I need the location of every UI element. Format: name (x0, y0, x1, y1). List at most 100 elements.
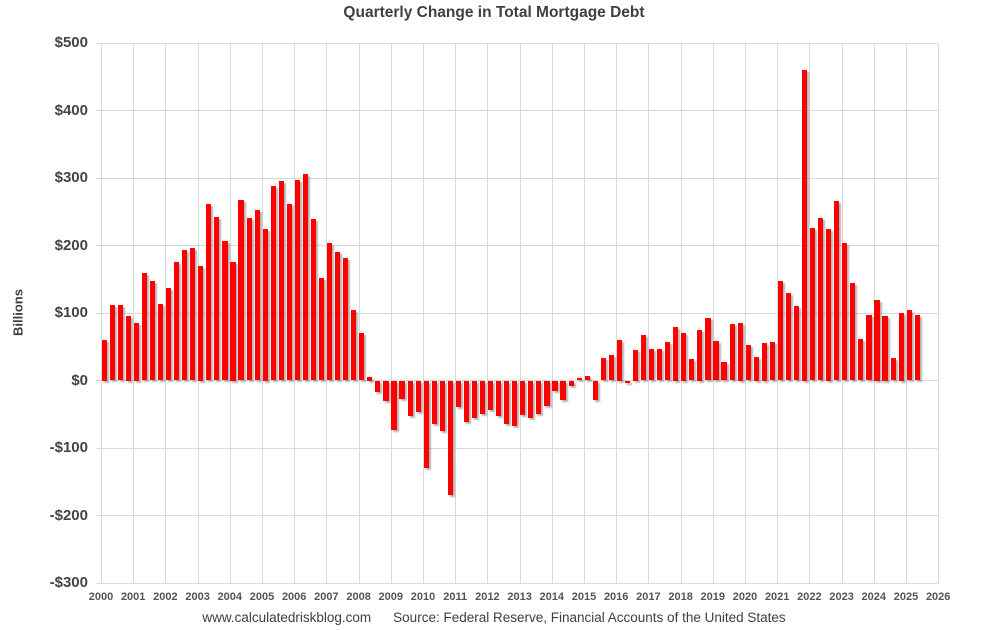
bar-2022Q2 (818, 217, 824, 381)
bar-2011Q4 (479, 380, 486, 414)
y-tick-label: $0 (71, 371, 88, 389)
bar-2016Q1 (616, 340, 622, 381)
bar-2020Q2 (753, 356, 759, 381)
x-tick-label: 2022 (797, 591, 822, 603)
x-tick-label: 2008 (346, 591, 371, 603)
x-tick-label: 2021 (764, 591, 790, 603)
x-tick-label: 2009 (378, 591, 404, 603)
bar-2004Q4 (254, 210, 260, 381)
x-tick-label: 2003 (185, 591, 210, 603)
x-gridline (584, 43, 585, 583)
x-gridline (551, 43, 553, 583)
bar-2018Q2 (689, 358, 695, 381)
bar-2014Q4 (576, 377, 582, 381)
x-gridline (229, 43, 231, 583)
bar-2022Q4 (834, 200, 840, 381)
bar-2008Q3 (375, 380, 381, 392)
x-tick-label: 2016 (603, 591, 629, 603)
bar-2005Q4 (286, 203, 292, 381)
x-tick-label: 2014 (539, 591, 565, 603)
x-tick-label: 2005 (249, 591, 275, 603)
bar-2014Q1 (552, 380, 558, 391)
y-gridline (96, 515, 939, 516)
x-tick-label: 2020 (732, 591, 758, 603)
footer-website: www.calculatedriskblog.com (202, 610, 372, 625)
x-gridline (906, 43, 907, 583)
bar-2021Q2 (785, 293, 792, 381)
x-tick-label: 2006 (281, 591, 307, 603)
x-gridline (648, 43, 650, 583)
bar-2021Q1 (777, 281, 783, 381)
x-gridline (841, 43, 843, 583)
y-tick-label: $300 (54, 169, 88, 186)
bar-2025Q2 (914, 315, 920, 381)
bar-2022Q3 (826, 228, 832, 381)
x-gridline (294, 43, 296, 583)
bar-2019Q1 (713, 341, 719, 381)
bar-2012Q2 (496, 380, 502, 417)
bar-2014Q2 (560, 380, 566, 401)
bar-2008Q2 (367, 377, 373, 381)
x-gridline (262, 43, 263, 583)
x-tick-label: 2010 (410, 591, 436, 603)
y-axis-title: Billions (10, 289, 26, 336)
x-gridline (809, 43, 811, 583)
bar-2005Q3 (278, 180, 284, 381)
bar-2002Q3 (182, 249, 188, 381)
x-tick-label: 2026 (925, 591, 951, 603)
x-tick-label: 2012 (475, 591, 500, 603)
bar-2001Q2 (141, 273, 148, 381)
bar-2023Q3 (858, 339, 864, 381)
x-gridline (777, 43, 779, 583)
bar-2006Q1 (294, 180, 300, 381)
x-gridline (390, 43, 392, 583)
y-tick-label: -$200 (49, 506, 88, 524)
bar-2024Q3 (890, 357, 896, 381)
bar-2009Q4 (415, 380, 421, 412)
y-tick-label: $100 (54, 304, 88, 321)
x-gridline (358, 43, 360, 583)
x-gridline (745, 43, 746, 583)
bar-2010Q1 (423, 380, 429, 468)
bar-2015Q4 (608, 354, 614, 381)
bar-2006Q4 (318, 277, 325, 381)
bar-2009Q1 (391, 380, 397, 430)
x-tick-label: 2013 (507, 591, 532, 603)
bar-2013Q2 (528, 380, 534, 418)
bar-2000Q1 (101, 340, 107, 381)
bar-2017Q2 (657, 349, 663, 381)
bar-2003Q4 (222, 240, 228, 381)
footer-source: Source: Federal Reserve, Financial Accou… (393, 610, 786, 625)
bar-2020Q3 (761, 343, 767, 381)
bar-2009Q3 (407, 380, 413, 417)
x-gridline (680, 43, 682, 583)
bar-2019Q3 (729, 324, 735, 381)
x-tick-label: 2025 (893, 591, 919, 603)
x-gridline (326, 43, 328, 583)
x-tick-label: 2017 (636, 591, 661, 603)
bar-2008Q4 (383, 380, 389, 402)
y-tick-label: $200 (54, 236, 88, 254)
bar-2012Q4 (512, 380, 518, 427)
bar-2004Q1 (230, 262, 236, 381)
bar-2015Q2 (592, 380, 598, 401)
y-gridline (96, 380, 939, 381)
bar-2000Q4 (125, 316, 131, 381)
x-tick-label: 2023 (829, 591, 854, 603)
bar-2014Q3 (568, 380, 574, 386)
bar-2003Q1 (198, 265, 204, 381)
y-gridline (96, 177, 939, 179)
bar-2007Q3 (343, 258, 349, 381)
y-gridline (96, 312, 939, 314)
bar-2024Q4 (898, 313, 904, 381)
y-gridline (96, 447, 939, 449)
x-tick-label: 2019 (700, 591, 726, 603)
bar-2002Q2 (174, 261, 180, 381)
bar-2003Q2 (206, 204, 212, 381)
y-gridline (96, 582, 939, 584)
bar-2020Q4 (769, 342, 775, 381)
x-gridline (165, 43, 167, 583)
x-tick-label: 2018 (668, 591, 693, 603)
bar-2018Q1 (681, 333, 687, 381)
